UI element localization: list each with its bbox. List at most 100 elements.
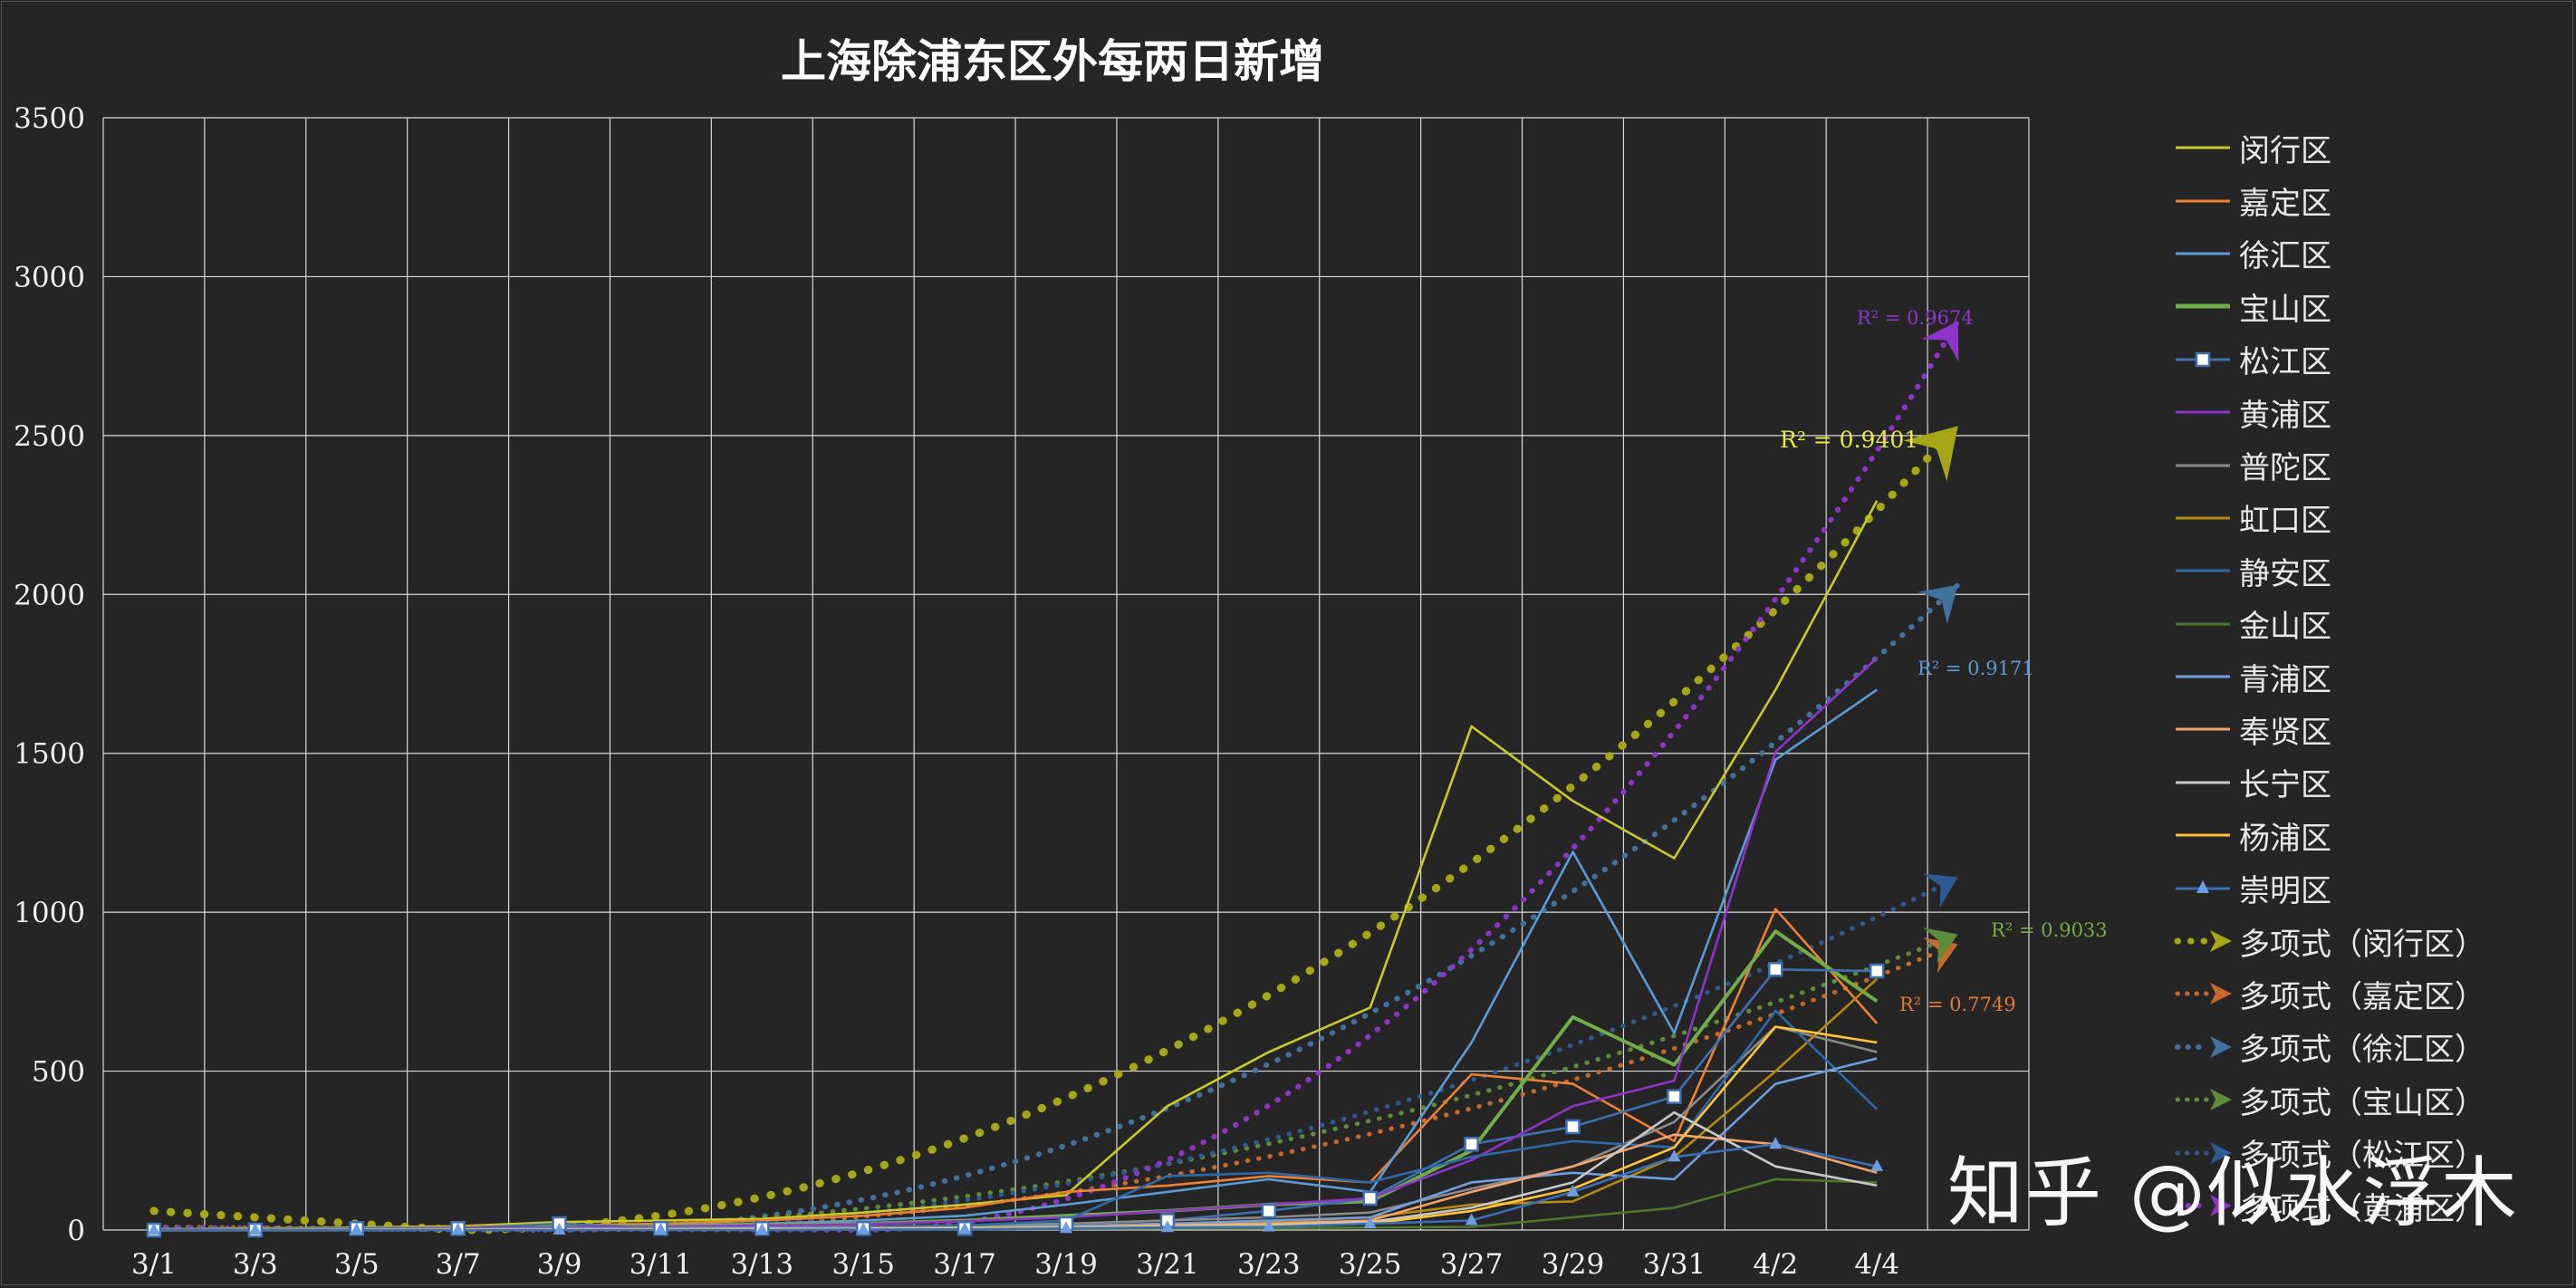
legend-swatch (2176, 516, 2230, 520)
x-tick-label: 3/19 (1034, 1248, 1098, 1281)
x-tick-label: 3/9 (537, 1248, 582, 1281)
legend-label: 多项式（嘉定区） (2239, 978, 2485, 1015)
legend-item: 多项式（黄浦区） (2172, 1179, 2571, 1232)
legend-swatch (2175, 1141, 2232, 1164)
legend-label: 多项式（徐汇区） (2239, 1032, 2485, 1069)
legend-swatch (2175, 1089, 2232, 1111)
series-lines (153, 500, 1879, 1232)
y-tick-label: 2000 (14, 579, 85, 611)
y-tick-label: 3000 (14, 261, 85, 293)
data-point (451, 1223, 465, 1235)
y-tick-label: 1500 (14, 738, 85, 771)
legend-swatch (2176, 879, 2230, 893)
legend-label: 多项式（黄浦区） (2239, 1190, 2485, 1227)
legend-label: 松江区 (2239, 344, 2331, 381)
legend-label: 崇明区 (2239, 873, 2331, 910)
x-tick-label: 3/21 (1136, 1248, 1199, 1281)
legend-item: 长宁区 (2172, 756, 2571, 809)
legend-label: 普陀区 (2239, 450, 2331, 487)
x-tick-label: 3/3 (233, 1248, 278, 1281)
legend-swatch (2176, 199, 2230, 203)
data-point (857, 1222, 870, 1235)
legend-label: 徐汇区 (2239, 238, 2331, 275)
x-tick-label: 3/29 (1542, 1248, 1605, 1281)
y-tick-label: 1000 (14, 897, 85, 929)
trendline-arrow (1918, 584, 1958, 625)
data-point (958, 1222, 972, 1235)
chart-title: 上海除浦东区外每两日新增 (781, 35, 1324, 88)
legend-swatch (2176, 833, 2230, 837)
legend-label: 青浦区 (2239, 661, 2331, 698)
legend-label: 嘉定区 (2239, 186, 2331, 223)
x-tick-label: 3/25 (1339, 1248, 1402, 1281)
x-tick-label: 3/31 (1643, 1248, 1706, 1281)
legend-swatch (2175, 1195, 2232, 1216)
legend-item: 闵行区 (2172, 121, 2571, 174)
legend: 闵行区嘉定区徐汇区宝山区松江区黄浦区普陀区虹口区静安区金山区青浦区奉贤区长宁区杨… (2172, 121, 2571, 1232)
data-point (1465, 1213, 1478, 1226)
data-point (1464, 1137, 1479, 1152)
legend-item: 黄浦区 (2172, 386, 2571, 438)
series-markers (146, 962, 1885, 1238)
gridlines (102, 117, 2030, 1231)
x-tick-label: 3/1 (131, 1248, 177, 1281)
legend-item: 多项式（嘉定区） (2172, 967, 2571, 1020)
data-point (1261, 1203, 1277, 1219)
x-tick-label: 3/15 (831, 1248, 895, 1281)
legend-swatch (2176, 727, 2230, 731)
data-point (1362, 1190, 1378, 1206)
legend-item: 虹口区 (2172, 492, 2571, 544)
y-tick-label: 0 (67, 1215, 85, 1247)
legend-item: 嘉定区 (2172, 174, 2571, 226)
legend-item: 普陀区 (2172, 438, 2571, 491)
x-tick-label: 3/17 (933, 1248, 996, 1281)
axis-labels: 0 500 1000 1500 2000 2500 3000 3500 3/1 3/3 3/5 3/7… (14, 102, 1899, 1281)
legend-label: 黄浦区 (2239, 397, 2331, 434)
legend-label: 多项式（宝山区） (2239, 1084, 2485, 1121)
legend-swatch (2176, 675, 2230, 678)
y-tick-label: 500 (32, 1056, 85, 1089)
legend-item: 崇明区 (2172, 861, 2571, 914)
legend-label: 静安区 (2239, 555, 2331, 592)
legend-swatch (2176, 252, 2230, 255)
series-line (153, 1143, 1878, 1232)
legend-label: 宝山区 (2239, 291, 2331, 328)
trendlines (149, 318, 1963, 1235)
legend-label: 金山区 (2239, 609, 2331, 646)
trendline-arrow (1903, 426, 1958, 482)
legend-item: 奉贤区 (2172, 703, 2571, 755)
x-tick-label: 3/5 (334, 1248, 380, 1281)
trendline (151, 875, 1961, 1233)
legend-item: 多项式（宝山区） (2172, 1073, 2571, 1126)
legend-item: 多项式（徐汇区） (2172, 1021, 2571, 1073)
y-tick-label: 2500 (14, 420, 85, 453)
legend-swatch (2176, 781, 2230, 784)
legend-item: 静安区 (2172, 544, 2571, 597)
legend-label: 杨浦区 (2239, 820, 2331, 857)
legend-label: 长宁区 (2239, 767, 2331, 804)
trendline-arrow (1921, 321, 1959, 362)
x-tick-label: 3/13 (731, 1248, 794, 1281)
data-point (248, 1223, 262, 1235)
data-point (1060, 1221, 1072, 1234)
legend-item: 杨浦区 (2172, 809, 2571, 861)
data-point (553, 1223, 566, 1235)
data-point (1363, 1216, 1377, 1228)
legend-swatch (2176, 464, 2230, 467)
r-squared-label: R² = 0.9674 (1857, 307, 1974, 329)
x-tick-label: 3/27 (1440, 1248, 1504, 1281)
legend-item: 徐汇区 (2172, 227, 2571, 280)
r-squared-label: R² = 0.7749 (1899, 994, 2016, 1015)
data-point (1262, 1219, 1275, 1232)
data-point (1870, 1158, 1884, 1171)
data-point (755, 1223, 769, 1235)
x-tick-label: 4/4 (1854, 1248, 1899, 1281)
x-tick-label: 4/2 (1753, 1248, 1798, 1281)
data-point (147, 1223, 160, 1235)
data-point (1566, 1184, 1580, 1197)
data-point (350, 1223, 363, 1235)
legend-swatch (2175, 1035, 2232, 1058)
r-squared-label: R² = 0.9033 (1991, 919, 2108, 941)
